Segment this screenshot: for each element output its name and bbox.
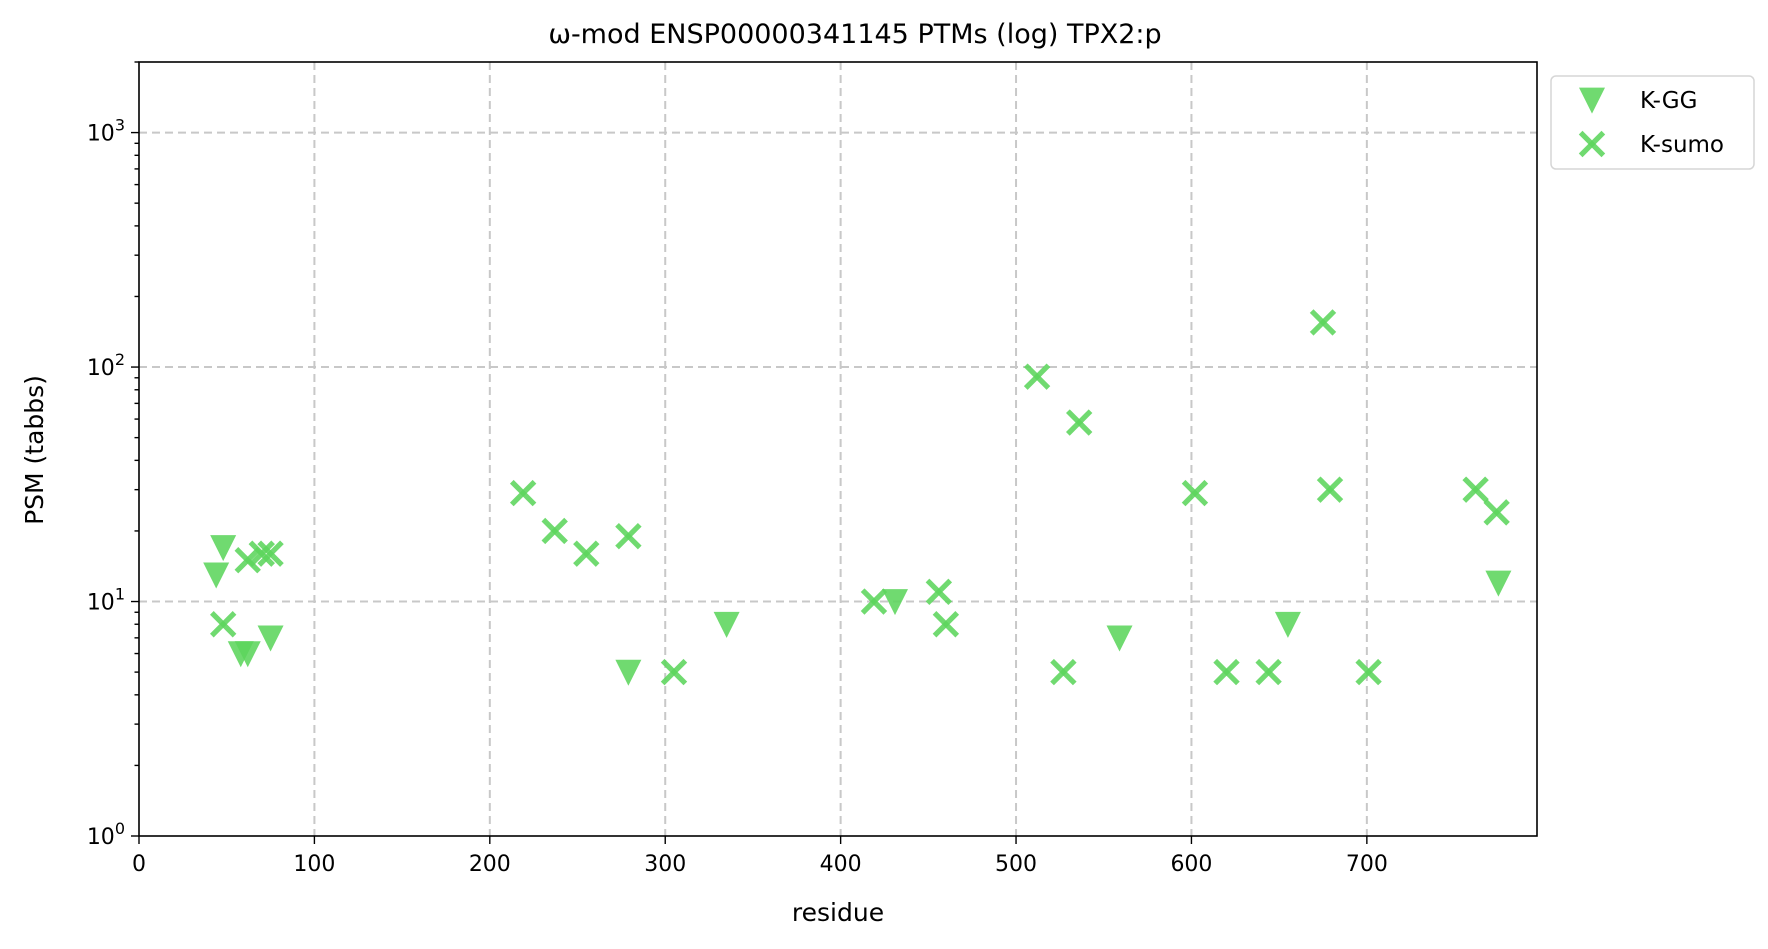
legend-label: K-sumo: [1640, 132, 1724, 158]
x-tick-label: 700: [1346, 852, 1388, 877]
y-tick-label: 102: [87, 350, 125, 381]
x-stroke: [234, 547, 261, 574]
ksumo-point: [573, 540, 600, 567]
ksumo-point: [1462, 476, 1489, 503]
ksumo-point: [1309, 309, 1337, 336]
legend: K-GG K-sumo: [1550, 75, 1755, 170]
ksumo-point: [1023, 363, 1051, 390]
kgg-point: [1106, 625, 1133, 652]
kgg-point: [1485, 570, 1512, 597]
x-stroke: [1023, 363, 1051, 390]
x-stroke: [1181, 479, 1209, 507]
ksumo-point: [925, 578, 953, 606]
ksumo-point: [541, 517, 568, 545]
ksumo-point: [660, 658, 688, 686]
kgg-point: [882, 589, 909, 616]
x-stroke: [1213, 658, 1240, 686]
x-stroke: [615, 522, 642, 550]
x-stroke: [1050, 658, 1077, 686]
kgg-point: [203, 562, 230, 589]
ksumo-point: [509, 479, 537, 507]
x-stroke: [1065, 409, 1093, 436]
x-stroke: [1316, 476, 1344, 503]
x-stroke: [1578, 130, 1606, 158]
x-tick-label: 600: [1170, 852, 1212, 877]
x-stroke: [1309, 309, 1337, 336]
axis-ticks: 0 100 200 300 400 500 600 700 100 101 102 103: [87, 61, 1388, 877]
kgg-point: [234, 641, 261, 668]
x-tick-label: 200: [469, 852, 511, 877]
kgg-point: [713, 611, 740, 638]
kgg-point: [257, 625, 284, 652]
x-stroke: [1255, 658, 1282, 686]
x-stroke: [1483, 499, 1510, 526]
ksumo-point: [1255, 658, 1282, 686]
kgg-point: [210, 535, 237, 562]
ksumo-point: [1181, 479, 1209, 507]
ksumo-point: [257, 540, 284, 567]
x-stroke: [509, 479, 537, 507]
x-stroke: [210, 611, 237, 638]
x-tick-label: 400: [820, 852, 862, 877]
x-tick-label: 300: [644, 852, 686, 877]
legend-ksumo-marker: [1578, 130, 1606, 158]
ksumo-point: [1213, 658, 1240, 686]
x-stroke: [1462, 476, 1489, 503]
chart-title: ω-mod ENSP00000341145 PTMs (log) TPX2:p: [548, 19, 1161, 50]
x-stroke: [660, 658, 688, 686]
data-points: [203, 309, 1512, 686]
x-tick-label: 0: [132, 852, 146, 877]
legend-kgg-marker: [1579, 87, 1605, 114]
y-tick-label: 101: [87, 585, 125, 616]
y-axis-label: PSM (tabbs): [20, 375, 49, 525]
y-tick-label: 100: [87, 819, 125, 850]
legend-label: K-GG: [1640, 88, 1697, 114]
ksumo-point: [248, 540, 275, 567]
ksumo-point: [1065, 409, 1093, 436]
kgg-point: [615, 659, 642, 686]
legend-box: [1550, 75, 1755, 170]
ksumo-point: [615, 522, 642, 550]
x-axis-label: residue: [792, 898, 884, 927]
ksumo-point: [932, 611, 960, 638]
x-stroke: [925, 578, 953, 606]
x-stroke: [932, 611, 960, 638]
x-tick-label: 500: [995, 852, 1037, 877]
ksumo-point: [1316, 476, 1344, 503]
ksumo-point: [1483, 499, 1510, 526]
ksumo-point: [1355, 658, 1382, 686]
ksumo-point: [1050, 658, 1077, 686]
x-stroke: [257, 540, 284, 567]
x-stroke: [248, 540, 275, 567]
grid-lines: [139, 62, 1537, 836]
ksumo-point: [210, 611, 237, 638]
x-stroke: [1355, 658, 1382, 686]
plot-frame: [138, 61, 1538, 837]
kgg-point: [1274, 611, 1301, 638]
ksumo-point: [234, 547, 261, 574]
y-tick-label: 103: [87, 116, 125, 147]
x-stroke: [860, 588, 888, 615]
x-tick-label: 100: [293, 852, 335, 877]
ksumo-point: [860, 588, 888, 615]
x-stroke: [573, 540, 600, 567]
x-stroke: [541, 517, 568, 545]
